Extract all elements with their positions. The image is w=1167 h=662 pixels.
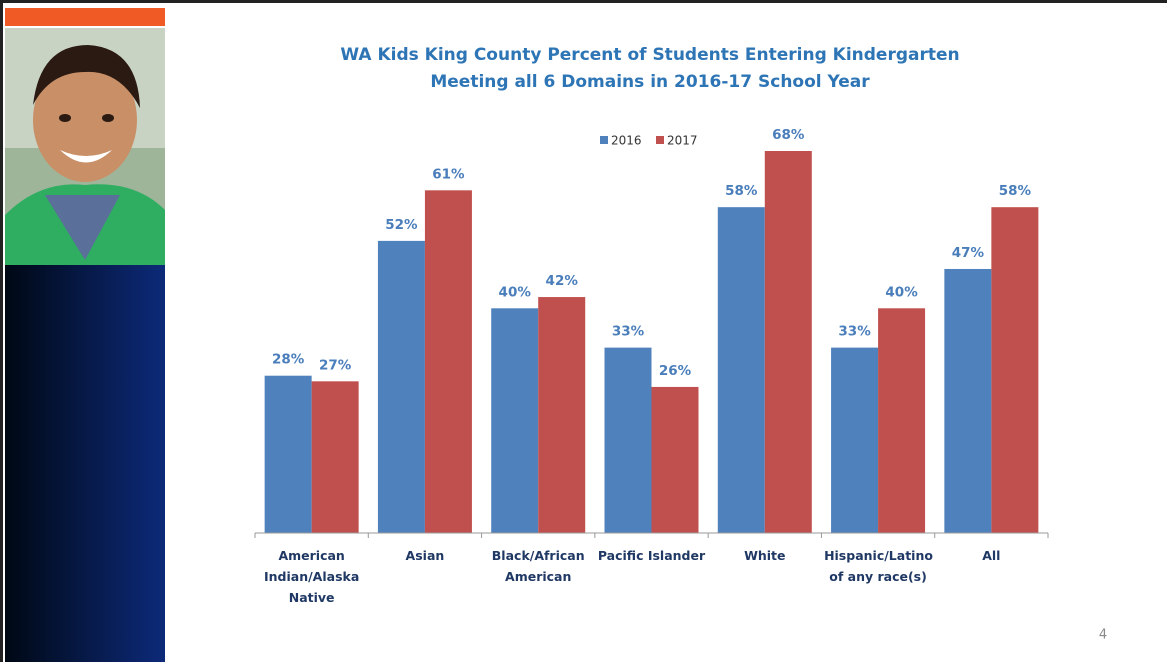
bar <box>491 308 539 533</box>
x-tick-label: American Indian/Alaska Native <box>264 548 360 605</box>
x-tick-label: Black/African American <box>491 548 585 584</box>
frame-top <box>0 0 1167 3</box>
bar <box>717 207 765 534</box>
value-label: 40% <box>885 284 918 300</box>
bar <box>651 386 699 533</box>
accent-bar <box>5 8 165 26</box>
bar <box>831 347 879 533</box>
bar <box>764 151 812 533</box>
x-tick-label: All <box>982 548 1001 563</box>
chart-title: Meeting all 6 Domains in 2016-17 School … <box>430 72 870 92</box>
bar <box>377 240 425 533</box>
bar <box>604 347 652 533</box>
value-label: 58% <box>999 183 1032 199</box>
value-label: 68% <box>772 127 805 143</box>
bar <box>991 207 1039 534</box>
x-tick-label: Pacific Islander <box>597 548 706 563</box>
frame-left <box>0 0 3 662</box>
bar <box>424 190 472 533</box>
value-label: 61% <box>432 166 465 182</box>
value-label: 47% <box>952 245 985 261</box>
value-label: 40% <box>499 284 532 300</box>
x-tick-label: White <box>744 548 786 563</box>
bar <box>944 268 992 533</box>
legend-label: 2016 <box>611 134 642 148</box>
value-label: 33% <box>838 324 871 340</box>
bar <box>311 381 359 533</box>
sidebar <box>5 265 165 662</box>
legend-swatch <box>600 136 608 144</box>
bar <box>538 297 586 533</box>
value-label: 52% <box>385 217 418 233</box>
value-label: 42% <box>546 273 579 289</box>
value-label: 58% <box>725 183 758 199</box>
value-label: 27% <box>319 357 352 373</box>
bar <box>264 375 312 533</box>
photo <box>5 28 165 265</box>
x-tick-label: Hispanic/Latino of any race(s) <box>824 548 933 584</box>
value-label: 26% <box>659 363 692 379</box>
value-label: 33% <box>612 324 645 340</box>
page-number: 4 <box>1099 628 1107 643</box>
bar <box>878 308 926 533</box>
legend-swatch <box>656 136 664 144</box>
legend-label: 2017 <box>667 134 698 148</box>
chart-title: WA Kids King County Percent of Students … <box>340 45 959 65</box>
x-tick-label: Asian <box>405 548 445 563</box>
value-label: 28% <box>272 352 305 368</box>
